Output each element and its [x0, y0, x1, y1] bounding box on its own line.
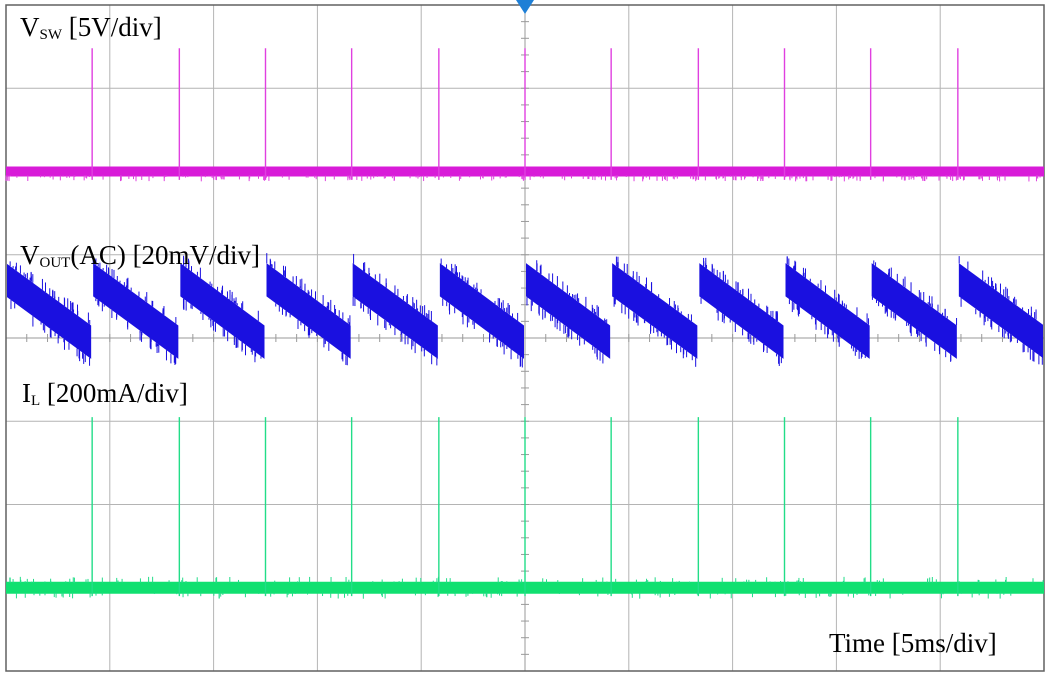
- vout-ramp-segment: [93, 263, 179, 359]
- vout-ramp-segment: [958, 263, 1043, 359]
- vout-ramp-segment: [612, 263, 698, 359]
- vout-ramp-segment: [439, 263, 524, 359]
- vout-ramp-segment: [266, 263, 351, 359]
- vout-ramp-segment: [785, 263, 870, 359]
- vout-ramp-segment: [7, 263, 92, 359]
- vout-ramp-segment: [699, 263, 784, 359]
- trigger-marker-icon: [516, 0, 534, 14]
- vsw-label: VSW [5V/div]: [20, 12, 162, 43]
- il-label: IL [200mA/div]: [22, 378, 188, 409]
- vout-ramp-segment: [180, 263, 265, 359]
- vout-ramp-segment: [526, 263, 611, 359]
- vout-ramp-segment: [871, 263, 957, 359]
- vout-ramp-segment: [352, 263, 438, 359]
- time-axis-label: Time [5ms/div]: [829, 628, 997, 658]
- vout-label: VOUT(AC) [20mV/div]: [20, 240, 261, 271]
